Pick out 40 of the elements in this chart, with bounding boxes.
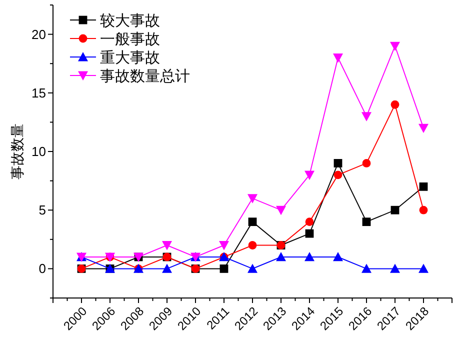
y-tick-label: 15 <box>32 85 46 100</box>
point <box>304 252 314 262</box>
y-tick-label: 5 <box>38 202 46 218</box>
y-tick-label: 0 <box>38 261 46 276</box>
point <box>418 124 428 134</box>
point <box>334 170 342 180</box>
y-tick-label: 10 <box>32 144 46 159</box>
point <box>362 112 372 122</box>
point <box>419 206 428 214</box>
point <box>304 170 314 180</box>
point <box>305 218 314 226</box>
point <box>220 264 228 273</box>
point <box>362 218 371 226</box>
point <box>248 264 258 273</box>
point <box>418 264 428 273</box>
point <box>390 42 400 52</box>
legend-label: 事故数量总计 <box>100 68 190 85</box>
point <box>276 206 286 216</box>
point <box>390 264 400 273</box>
point <box>248 218 257 226</box>
point <box>390 206 400 214</box>
point <box>362 264 372 273</box>
point <box>362 159 371 168</box>
y-tick-label: 20 <box>32 26 46 42</box>
legend-label: 一般事故 <box>100 31 160 48</box>
point <box>419 182 428 191</box>
y-axis-title: 事故数量 <box>9 124 25 180</box>
point <box>276 252 286 262</box>
point <box>305 229 314 238</box>
point <box>162 264 172 273</box>
point <box>162 241 172 250</box>
point <box>334 159 342 168</box>
point <box>333 54 343 63</box>
legend-label: 重大事故 <box>100 50 160 66</box>
point <box>333 252 343 262</box>
legend-label: 较大事故 <box>100 12 160 30</box>
point <box>219 241 229 250</box>
point <box>248 194 258 204</box>
point <box>248 241 257 250</box>
point <box>390 100 400 109</box>
